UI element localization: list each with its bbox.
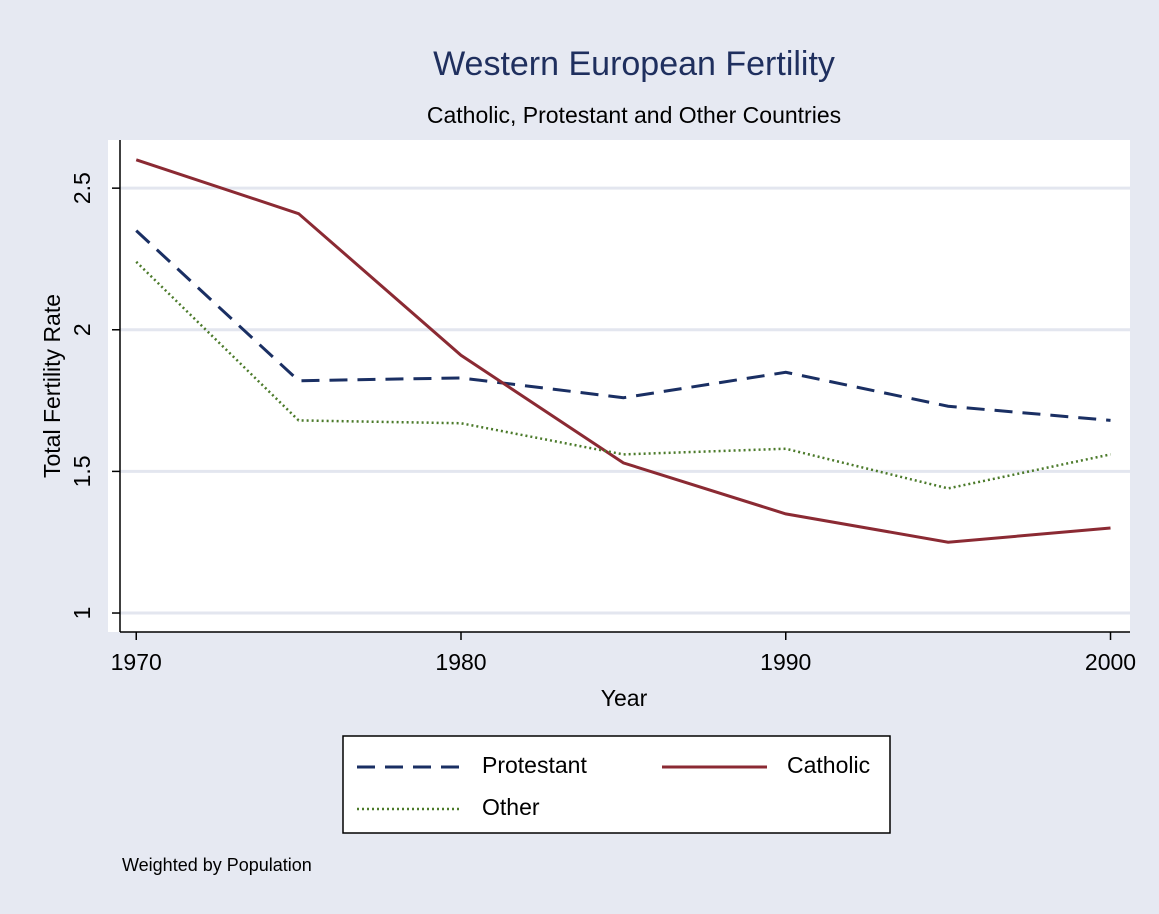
y-tick-label: 2.5 <box>69 172 95 204</box>
chart-subtitle: Catholic, Protestant and Other Countries <box>427 102 841 128</box>
y-tick-label: 1 <box>69 607 95 620</box>
x-tick-label: 1980 <box>435 649 486 675</box>
series-line <box>135 158 1111 544</box>
chart-title: Western European Fertility <box>433 45 835 83</box>
legend-label: Protestant <box>482 752 587 778</box>
legend-label: Other <box>482 794 540 820</box>
x-tick-label: 1990 <box>760 649 811 675</box>
series-line <box>135 229 1111 422</box>
legend <box>342 735 891 834</box>
y-tick-label: 2 <box>69 323 95 336</box>
x-tick-label: 2000 <box>1085 649 1136 675</box>
y-tick-label: 1.5 <box>69 455 95 487</box>
series-line <box>135 260 1111 490</box>
x-axis-label: Year <box>601 685 648 711</box>
y-axis-label: Total Fertility Rate <box>39 294 65 478</box>
note: Weighted by Population <box>122 855 312 875</box>
plot-area <box>108 140 1130 632</box>
legend-label: Catholic <box>787 752 870 778</box>
x-tick-label: 1970 <box>111 649 162 675</box>
